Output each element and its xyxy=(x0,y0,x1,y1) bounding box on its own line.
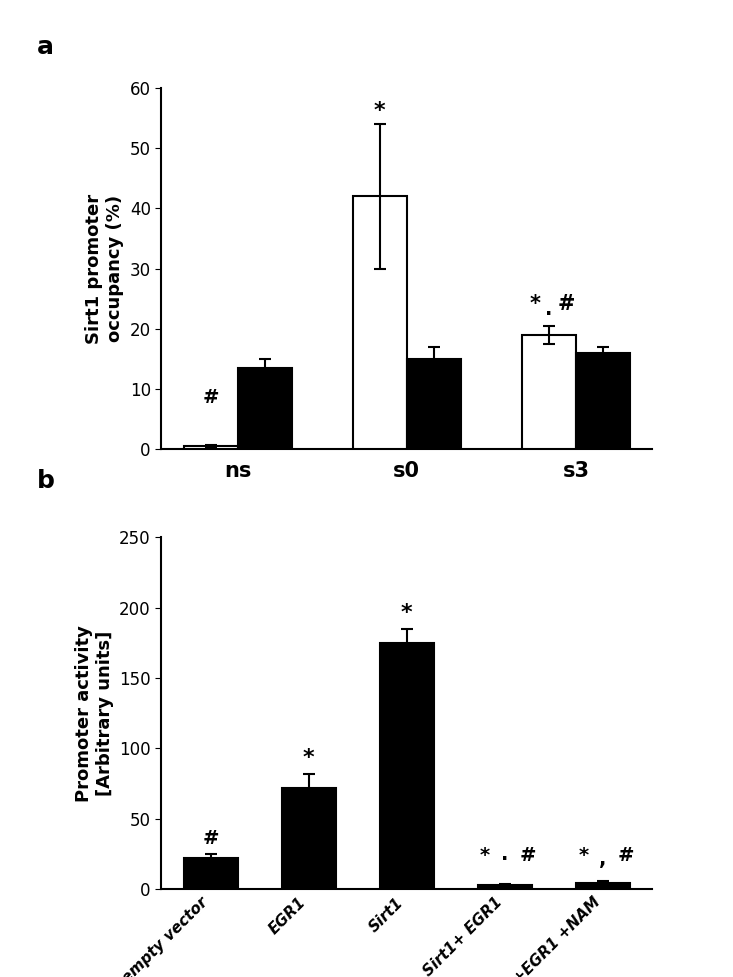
Y-axis label: Promoter activity
[Arbitrary units]: Promoter activity [Arbitrary units] xyxy=(75,624,114,802)
Bar xyxy=(407,359,461,449)
Text: ,: , xyxy=(600,850,607,870)
Text: #: # xyxy=(202,388,219,407)
Text: #: # xyxy=(202,829,219,848)
Text: *: * xyxy=(578,846,589,866)
Bar xyxy=(237,368,292,449)
Text: *: * xyxy=(401,603,413,623)
Bar xyxy=(576,353,630,449)
Bar xyxy=(380,643,434,889)
Bar xyxy=(522,335,576,449)
Bar xyxy=(183,858,237,889)
Bar xyxy=(576,883,630,889)
Text: #: # xyxy=(557,294,575,314)
Text: ·: · xyxy=(501,850,509,870)
Text: a: a xyxy=(37,35,54,59)
Bar xyxy=(183,446,237,449)
Bar xyxy=(353,196,407,449)
Text: *: * xyxy=(529,294,540,314)
Text: *: * xyxy=(303,748,314,768)
Text: #: # xyxy=(520,846,536,866)
Bar xyxy=(478,885,532,889)
Y-axis label: Sirt1 promoter
occupancy (%): Sirt1 promoter occupancy (%) xyxy=(85,193,124,344)
Text: #: # xyxy=(618,846,634,866)
Text: ·: · xyxy=(545,305,553,324)
Text: b: b xyxy=(37,470,54,493)
Bar xyxy=(281,787,336,889)
Text: *: * xyxy=(374,101,386,121)
Text: *: * xyxy=(480,846,490,866)
